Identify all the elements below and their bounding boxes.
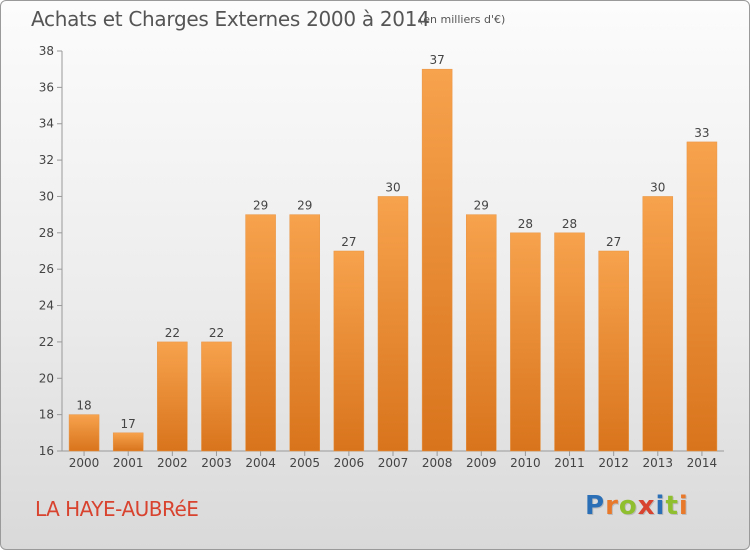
bar — [421, 68, 453, 452]
x-tick-label: 2013 — [643, 456, 674, 470]
y-tick-label: 30 — [39, 189, 54, 203]
bar-value-label: 37 — [429, 53, 444, 67]
bar — [554, 232, 585, 452]
bar-value-label: 29 — [297, 199, 312, 213]
bar-value-label: 30 — [385, 180, 400, 194]
proxiti-logo[interactable]: Proxiti — [585, 491, 689, 521]
logo-letter: r — [605, 491, 619, 521]
x-tick-label: 2010 — [510, 456, 541, 470]
chart-title: Achats et Charges Externes 2000 à 2014 — [31, 7, 430, 31]
bar — [201, 341, 232, 452]
y-tick-label: 34 — [39, 117, 54, 131]
y-tick-label: 32 — [39, 153, 54, 167]
y-tick-label: 16 — [39, 444, 54, 458]
bar — [157, 341, 188, 452]
bar — [377, 196, 409, 452]
y-tick-label: 22 — [39, 335, 54, 349]
x-tick-label: 2000 — [69, 456, 100, 470]
x-tick-label: 2012 — [598, 456, 629, 470]
logo-letter: t — [665, 491, 679, 521]
bar — [68, 414, 100, 452]
logo-letter: i — [678, 491, 689, 521]
x-tick-label: 2005 — [289, 456, 320, 470]
bar-value-label: 29 — [474, 199, 489, 213]
bar-value-label: 18 — [76, 399, 91, 413]
bar-value-label: 28 — [562, 217, 577, 231]
axes: 16 18 20 22 24 26 28 30 32 34 36 38 2000 2001 2002 2003… — [39, 44, 724, 470]
y-tick-label: 20 — [39, 371, 54, 385]
x-tick-label: 2011 — [554, 456, 585, 470]
x-tick-label: 2002 — [157, 456, 188, 470]
x-tick-label: 2001 — [113, 456, 144, 470]
x-tick-label: 2008 — [422, 456, 453, 470]
logo-letter: P — [585, 491, 606, 521]
bar — [686, 141, 718, 452]
chart-unit: (en milliers d'€) — [419, 13, 506, 26]
bar — [598, 250, 629, 452]
bar-value-label: 22 — [209, 326, 224, 340]
bar — [466, 214, 497, 452]
bar-value-label: 29 — [253, 199, 268, 213]
x-tick-label: 2004 — [245, 456, 276, 470]
x-tick-label: 2006 — [334, 456, 365, 470]
bar-value-label: 27 — [606, 235, 621, 249]
y-tick-label: 36 — [39, 80, 54, 94]
bar — [289, 214, 320, 452]
bar-value-label: 30 — [650, 180, 665, 194]
x-tick-label: 2009 — [466, 456, 497, 470]
value-labels: 18 17 22 22 29 29 27 30 37 29 28 28 27 30 33 — [76, 53, 709, 431]
bar-value-label: 33 — [694, 126, 709, 140]
logo-letter: i — [655, 491, 666, 521]
bar-value-label: 22 — [165, 326, 180, 340]
y-tick-label: 38 — [39, 44, 54, 58]
logo-letter: x — [637, 491, 656, 521]
bar — [333, 250, 365, 452]
bar-value-label: 17 — [121, 417, 136, 431]
bar-value-label: 27 — [341, 235, 356, 249]
y-tick-label: 28 — [39, 226, 54, 240]
bar — [112, 432, 144, 452]
town-name: LA HAYE-AUBRéE — [35, 497, 199, 521]
bar-value-label: 28 — [518, 217, 533, 231]
x-tick-label: 2014 — [687, 456, 718, 470]
bar — [642, 196, 674, 452]
bars — [68, 68, 718, 452]
logo-letter: o — [618, 491, 638, 521]
bar — [510, 232, 541, 452]
x-tick-label: 2003 — [201, 456, 232, 470]
y-tick-label: 26 — [39, 262, 54, 276]
bar — [245, 214, 276, 452]
y-tick-label: 18 — [39, 408, 54, 422]
y-tick-label: 24 — [39, 299, 54, 313]
x-tick-label: 2007 — [378, 456, 409, 470]
